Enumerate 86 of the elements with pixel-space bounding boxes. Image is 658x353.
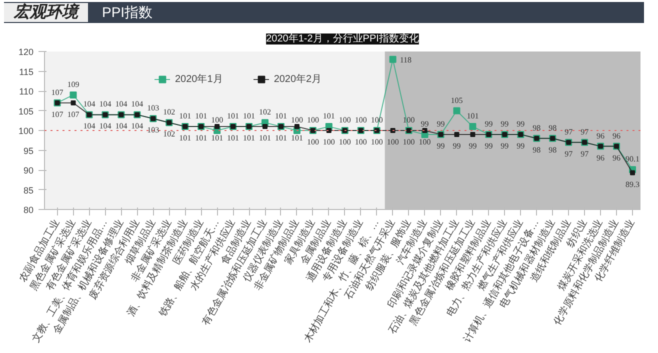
data-label: 101 <box>290 134 303 143</box>
y-tick-label: 95 <box>23 146 34 156</box>
y-tick-label: 90 <box>23 166 34 176</box>
data-label: 97 <box>564 149 573 158</box>
data-label: 100 <box>418 138 431 146</box>
data-label: 100 <box>354 138 367 146</box>
data-label: 99 <box>436 141 445 150</box>
data-label: 104 <box>83 122 96 131</box>
data-label: 102 <box>163 108 176 117</box>
data-label: 99 <box>500 141 509 150</box>
data-label: 104 <box>131 122 144 131</box>
data-label: 104 <box>99 122 112 131</box>
data-label: 101 <box>195 112 208 121</box>
data-label: 99 <box>516 141 525 150</box>
data-label: 100 <box>338 138 351 146</box>
data-label: 103 <box>147 104 160 113</box>
data-label: 99 <box>420 119 429 128</box>
data-label: 99 <box>500 119 509 128</box>
data-label: 107 <box>67 110 80 119</box>
data-label: 101 <box>227 112 240 121</box>
text: 宏观环境 <box>4 3 88 22</box>
data-label: 105 <box>450 96 463 105</box>
y-tick-label: 105 <box>18 106 34 116</box>
data-label: 96 <box>596 131 605 140</box>
data-label: 101 <box>243 134 256 143</box>
data-label: 104 <box>99 100 112 109</box>
data-label: 100 <box>322 138 335 146</box>
data-label: 96 <box>612 131 621 140</box>
data-label: 89.3 <box>626 180 640 189</box>
data-label: 97 <box>564 127 573 136</box>
data-label: 100 <box>211 116 224 124</box>
data-label: 100 <box>354 116 367 124</box>
data-label: 101 <box>179 112 192 121</box>
data-label: 100 <box>338 116 351 124</box>
data-label: 99 <box>452 141 461 150</box>
data-label: 103 <box>147 126 160 135</box>
data-label: 102 <box>163 130 176 139</box>
data-label: 101 <box>211 134 224 143</box>
data-label: 96 <box>596 153 605 162</box>
y-tick-label: 115 <box>19 66 34 77</box>
y-tick-label: 110 <box>19 86 34 96</box>
data-label: 99 <box>484 141 493 150</box>
data-label: 99 <box>468 141 477 150</box>
data-label: 99 <box>484 119 493 128</box>
data-label: 100 <box>370 138 383 146</box>
data-label: 98 <box>532 123 541 132</box>
y-tick-label: 80 <box>23 205 34 215</box>
legend-label: 2020年1月 <box>175 73 223 86</box>
text: PPI指数 <box>88 2 167 22</box>
data-label: 90.1 <box>626 154 640 164</box>
data-label: 100 <box>306 138 319 146</box>
data-label: 96 <box>612 153 621 162</box>
data-label: 100 <box>402 138 415 146</box>
data-label: 99 <box>516 119 525 128</box>
data-label: 101 <box>322 112 335 121</box>
data-label: 100 <box>290 116 303 124</box>
data-label: 102 <box>259 108 272 117</box>
data-label: 97 <box>580 127 589 136</box>
data-label: 98 <box>548 123 557 132</box>
data-label: 109 <box>67 80 80 89</box>
data-label: 104 <box>131 100 144 109</box>
data-label: 101 <box>466 112 479 121</box>
y-tick-label: 100 <box>18 126 34 136</box>
data-label: 118 <box>400 55 412 64</box>
data-label: 97 <box>580 149 589 158</box>
chart-title: 2020年1-2月，分行业PPI指数变化 <box>266 32 419 44</box>
y-tick-label: 120 <box>18 47 34 57</box>
y-tick-label: 85 <box>23 185 34 196</box>
data-label: 98 <box>532 145 541 154</box>
data-label: 100 <box>386 138 399 146</box>
data-label: 101 <box>274 134 287 143</box>
data-label: 101 <box>179 134 192 143</box>
data-label: 99 <box>436 119 445 128</box>
data-label: 101 <box>195 134 208 143</box>
data-label: 101 <box>274 112 287 121</box>
data-label: 104 <box>115 100 128 109</box>
data-label: 98 <box>548 145 557 154</box>
data-label: 101 <box>243 112 256 121</box>
data-label: 104 <box>115 122 128 131</box>
data-label: 104 <box>83 100 96 109</box>
data-label: 107 <box>51 88 64 97</box>
data-label: 100 <box>306 116 319 124</box>
data-label: 101 <box>227 134 240 143</box>
data-label: 101 <box>259 134 272 143</box>
legend-label: 2020年2月 <box>274 73 322 86</box>
data-label: 107 <box>51 110 64 119</box>
